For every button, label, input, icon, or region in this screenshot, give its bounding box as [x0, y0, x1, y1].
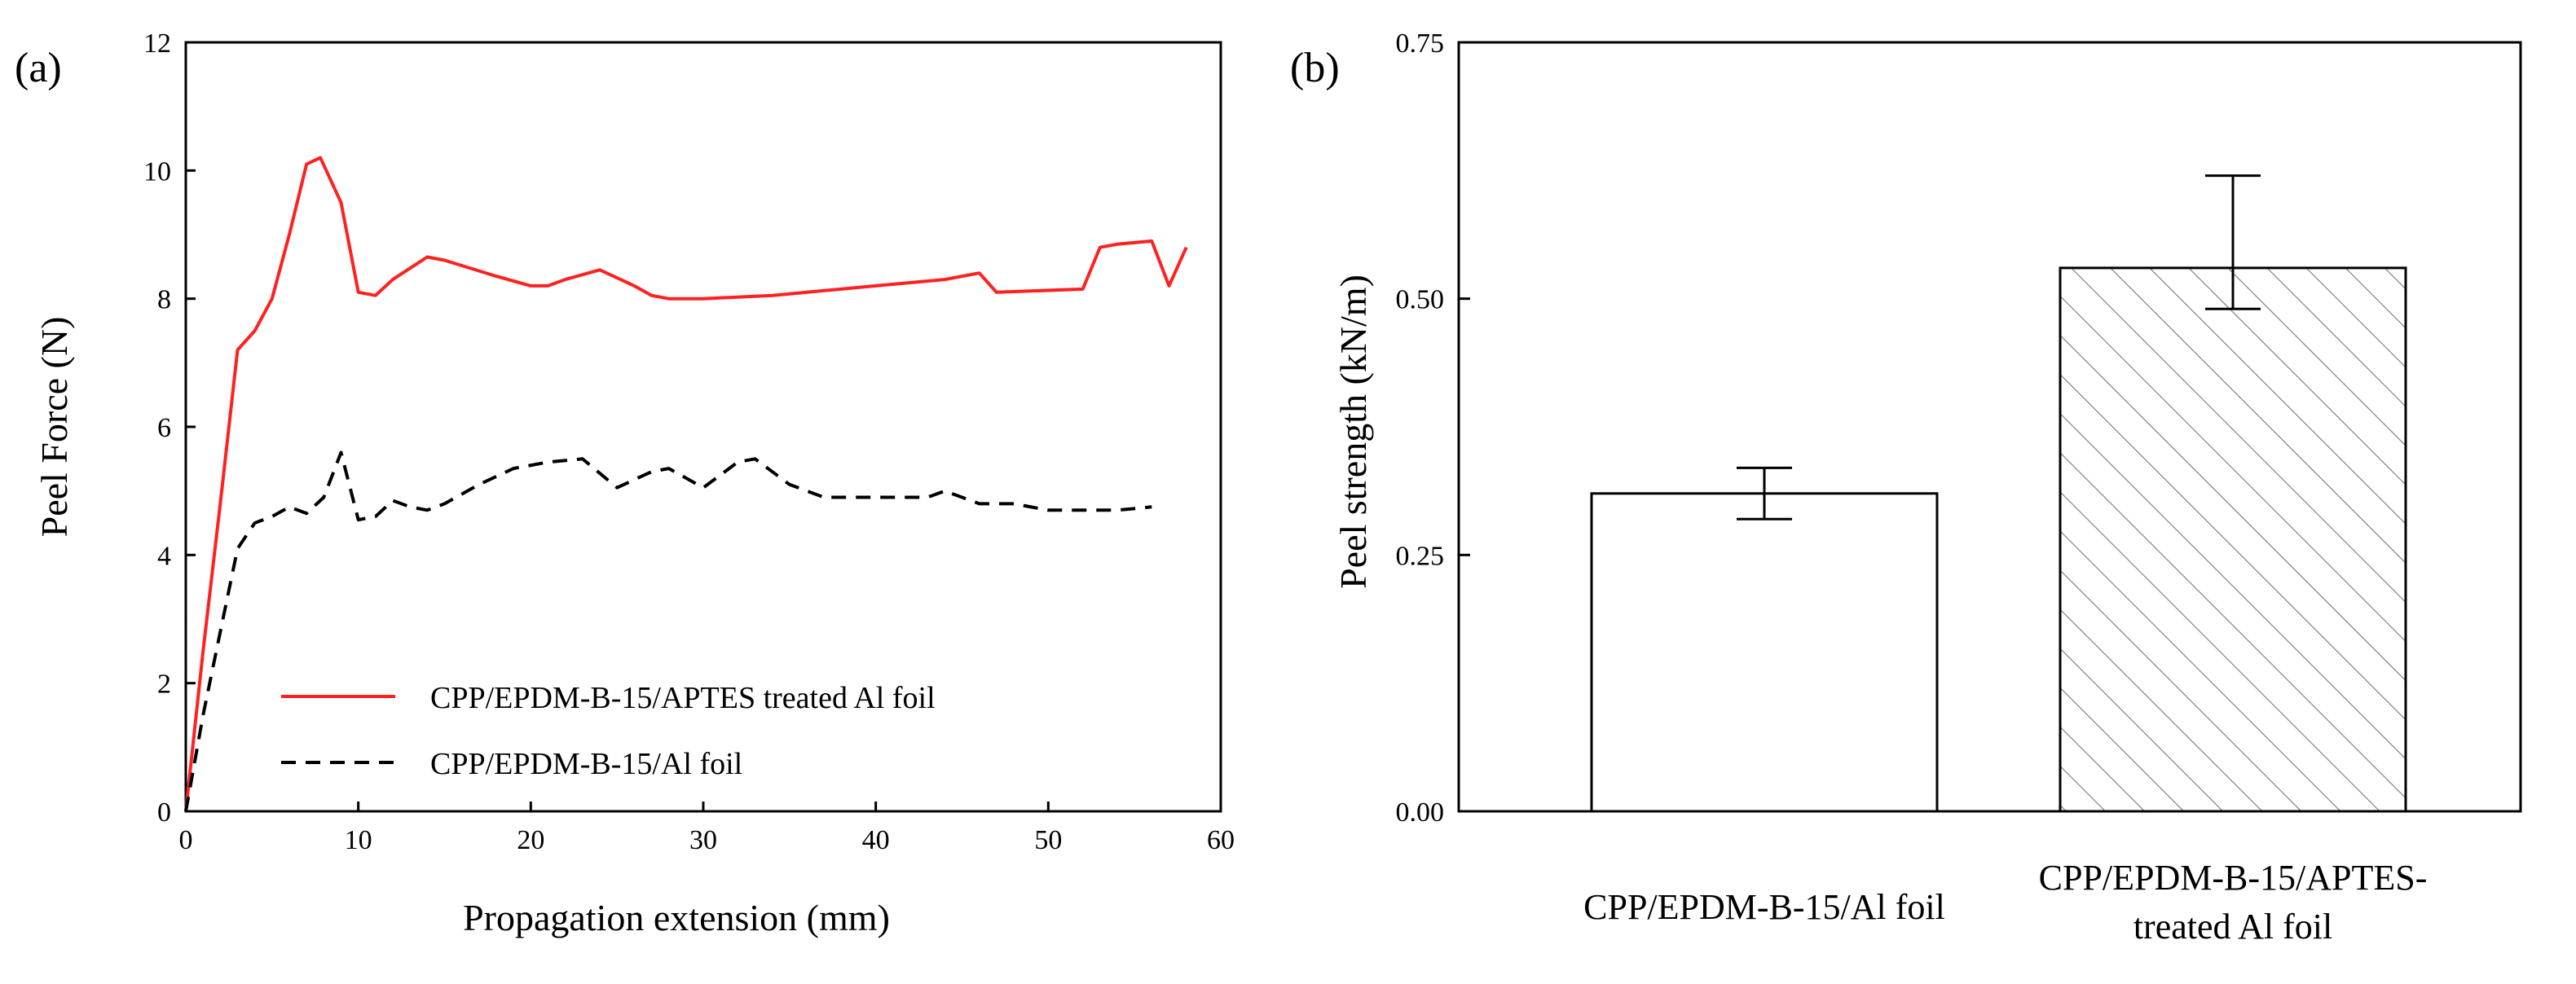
y-axis-label-a: Peel Force (N) — [33, 317, 75, 538]
y-tick-label-a: 12 — [143, 29, 171, 59]
y-tick-label-b: 0.75 — [1396, 29, 1445, 59]
y-tick-label-a: 6 — [157, 413, 171, 443]
category-label: treated Al foil — [2133, 907, 2332, 947]
y-axis-label-b: Peel strength (kN/m) — [1332, 275, 1374, 589]
x-tick-label-a: 40 — [862, 825, 890, 855]
legend: CPP/EPDM-B-15/APTES treated Al foil CPP/… — [281, 681, 936, 781]
legend-label-treated: CPP/EPDM-B-15/APTES treated Al foil — [430, 681, 936, 715]
plot-frame-b — [1457, 41, 2522, 813]
series-line-untreated — [184, 450, 1152, 812]
y-tick-label-b: 0.50 — [1396, 285, 1445, 315]
x-tick-label-a: 10 — [345, 825, 372, 855]
y-tick-label-a: 10 — [143, 156, 171, 187]
bar-chart-panel: (b) 0.00 0.25 0.50 0.75 Peel strength (kN/m… — [1290, 29, 2522, 947]
y-tick-label-a: 8 — [157, 285, 171, 315]
y-tick-label-b: 0.25 — [1396, 541, 1445, 571]
bar-treated — [2059, 266, 2407, 813]
panel-label-a: (a) — [15, 45, 62, 91]
y-tick-label-a: 4 — [157, 541, 171, 571]
x-tick-label-a: 30 — [689, 825, 717, 855]
y-tick-label-b: 0.00 — [1396, 797, 1445, 828]
x-tick-label-a: 50 — [1034, 825, 1062, 855]
y-tick-label-a: 0 — [157, 797, 171, 828]
x-tick-label-a: 0 — [179, 825, 193, 855]
legend-label-untreated: CPP/EPDM-B-15/Al foil — [430, 747, 742, 781]
panel-label-b: (b) — [1290, 45, 1340, 91]
y-tick-label-a: 2 — [157, 670, 171, 700]
bar-untreated — [1590, 492, 1939, 813]
series-line-treated — [184, 156, 1188, 812]
x-axis-label-a: Propagation extension (mm) — [463, 897, 890, 938]
x-tick-label-a: 60 — [1207, 825, 1235, 855]
line-chart-panel: (a) 0 2 4 6 8 10 12 0 10 20 30 40 50 60 Propagation … — [15, 29, 1235, 938]
x-tick-label-a: 20 — [517, 825, 544, 855]
category-label: CPP/EPDM-B-15/Al foil — [1583, 887, 1945, 927]
category-label: CPP/EPDM-B-15/APTES- — [2039, 858, 2428, 898]
